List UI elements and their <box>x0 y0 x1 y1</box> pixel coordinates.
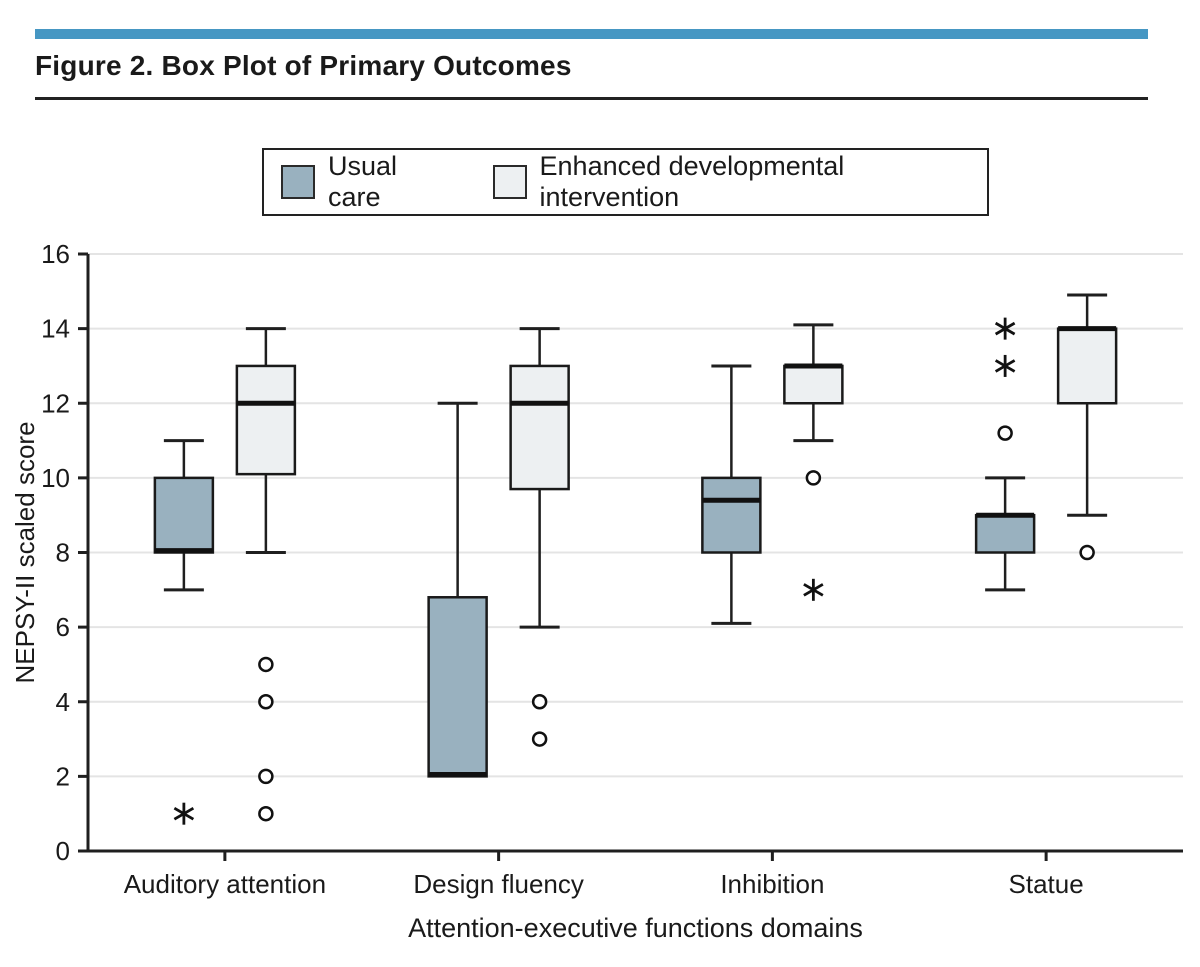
extreme-asterisk-marker <box>994 359 1016 373</box>
box-group-enhanced-developmental-intervention-3 <box>1056 293 1118 561</box>
title-divider <box>35 97 1148 100</box>
figure-title: Figure 2. Box Plot of Primary Outcomes <box>35 50 572 81</box>
outlier-marker <box>258 805 274 822</box>
extreme-asterisk-marker <box>994 321 1016 336</box>
iqr-box <box>701 476 762 554</box>
iqr-box <box>427 596 488 778</box>
y-tick-label: 4 <box>56 687 70 717</box>
x-category-label: Auditory attention <box>124 869 326 899</box>
y-tick-label: 8 <box>56 538 70 568</box>
y-tick-label: 2 <box>56 761 70 791</box>
extreme-asterisk-marker <box>803 583 824 597</box>
box-group-enhanced-developmental-intervention-1 <box>509 327 570 747</box>
intervention-swatch-icon <box>492 165 527 199</box>
y-tick-label: 16 <box>41 239 70 269</box>
outlier-marker <box>531 731 548 747</box>
chart-legend: Usual care Enhanced developmental interv… <box>262 148 989 216</box>
y-tick-label: 12 <box>41 388 70 418</box>
y-tick-label: 14 <box>41 314 70 344</box>
x-category-label: Statue <box>1009 869 1084 899</box>
figure-accent-bar <box>35 29 1148 39</box>
iqr-box <box>1056 327 1118 405</box>
box-plot-chart: 0 2 4 6 8 10 12 14 16 Auditory attention Design fl… <box>0 230 1200 962</box>
box-group-enhanced-developmental-intervention-0 <box>235 327 297 822</box>
y-tick-label: 0 <box>56 836 70 866</box>
outlier-marker <box>1079 544 1095 561</box>
iqr-box <box>509 364 570 491</box>
outlier-marker <box>258 768 274 785</box>
outlier-marker <box>997 425 1013 441</box>
box-group-usual-care-2 <box>701 364 762 625</box>
outlier-marker <box>805 470 822 486</box>
iqr-box <box>235 364 297 476</box>
legend-item-intervention: Enhanced developmental intervention <box>492 151 987 213</box>
x-category-label: Design fluency <box>413 869 584 899</box>
usual-care-swatch-icon <box>281 165 315 199</box>
legend-label-intervention: Enhanced developmental intervention <box>539 151 845 212</box>
legend-item-usual-care: Usual care <box>281 151 456 213</box>
box-group-usual-care-3 <box>974 317 1036 592</box>
box-group-enhanced-developmental-intervention-2 <box>783 323 844 601</box>
extreme-asterisk-marker <box>173 806 195 821</box>
outlier-marker <box>258 694 274 710</box>
y-tick-label: 10 <box>41 463 70 493</box>
y-tick-label: 6 <box>56 612 70 642</box>
y-axis-title: NEPSY-II scaled score <box>10 421 40 683</box>
outlier-marker <box>258 656 274 673</box>
iqr-box <box>153 476 215 554</box>
box-group-usual-care-1 <box>427 401 488 778</box>
outlier-marker <box>531 694 548 710</box>
legend-label-usual-care: Usual care <box>328 151 398 212</box>
iqr-box <box>974 513 1036 554</box>
box-plot-svg: 0 2 4 6 8 10 12 14 16 Auditory attention Design fl… <box>10 239 1183 943</box>
iqr-box <box>783 364 844 405</box>
x-category-label: Inhibition <box>720 869 824 899</box>
box-group-usual-care-0 <box>153 439 215 825</box>
x-axis-title: Attention-executive functions domains <box>408 913 863 943</box>
